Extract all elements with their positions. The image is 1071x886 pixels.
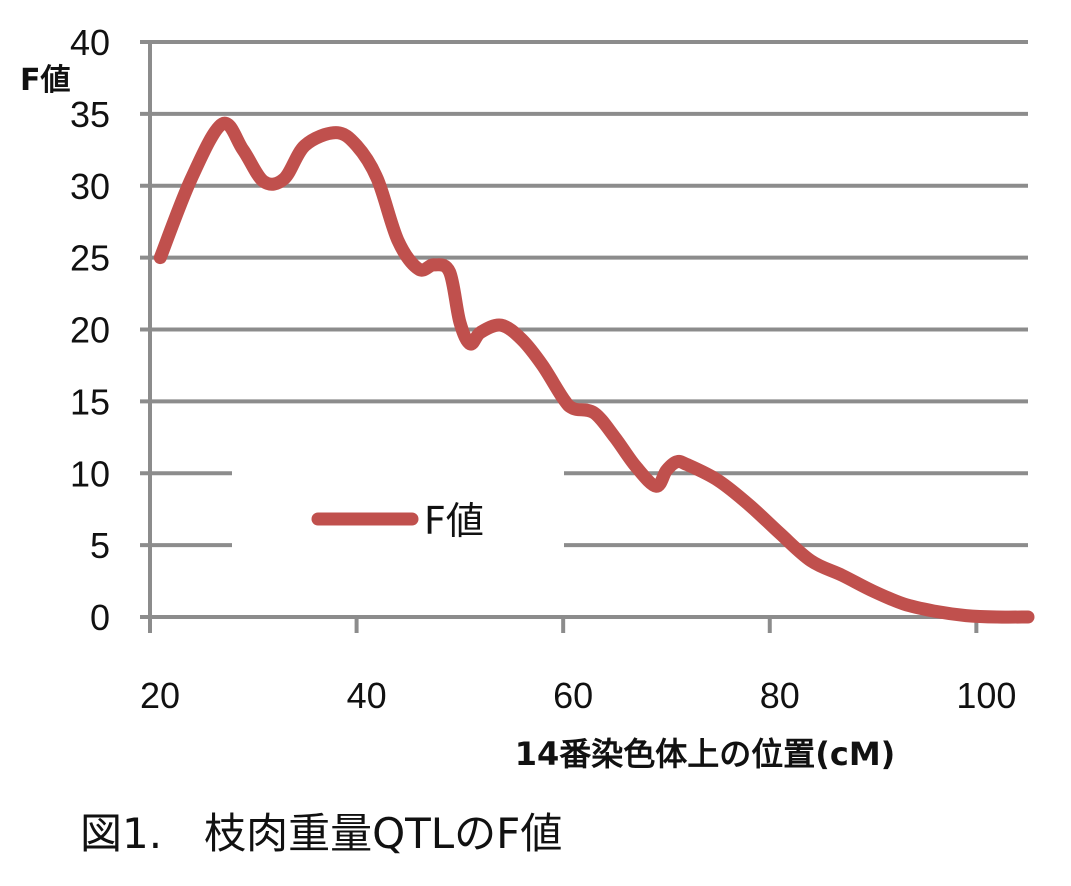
y-tick-label: 35	[70, 94, 110, 135]
y-tick-label: 5	[90, 525, 110, 566]
axes	[148, 42, 979, 633]
y-tick-label: 25	[70, 238, 110, 279]
x-tick-label: 40	[347, 675, 387, 716]
figure-caption: 図1. 枝肉重量QTLのF値	[80, 809, 563, 858]
y-tick-label: 10	[70, 453, 110, 494]
x-tick-label: 20	[140, 675, 180, 716]
y-tick-label: 15	[70, 381, 110, 422]
x-tick-labels: 20 40 60 80 100	[140, 675, 1016, 716]
x-tick-label: 100	[956, 675, 1016, 716]
series-line-f-value	[153, 116, 1035, 624]
legend-label: F値	[424, 499, 484, 543]
legend: F値	[311, 499, 484, 543]
y-tick-label: 0	[90, 597, 110, 638]
y-axis-label: F値	[20, 63, 71, 98]
x-tick-label: 60	[553, 675, 593, 716]
x-tick-label: 80	[760, 675, 800, 716]
y-tick-labels: 0 5 10 15 20 25 30 35 40	[70, 22, 110, 638]
legend-box	[232, 462, 564, 562]
legend-background	[232, 462, 564, 562]
y-tick-label: 40	[70, 22, 110, 63]
y-tick-label: 30	[70, 166, 110, 207]
x-axis-label: 14番染色体上の位置(cM)	[515, 735, 896, 773]
y-tick-label: 20	[70, 310, 110, 351]
